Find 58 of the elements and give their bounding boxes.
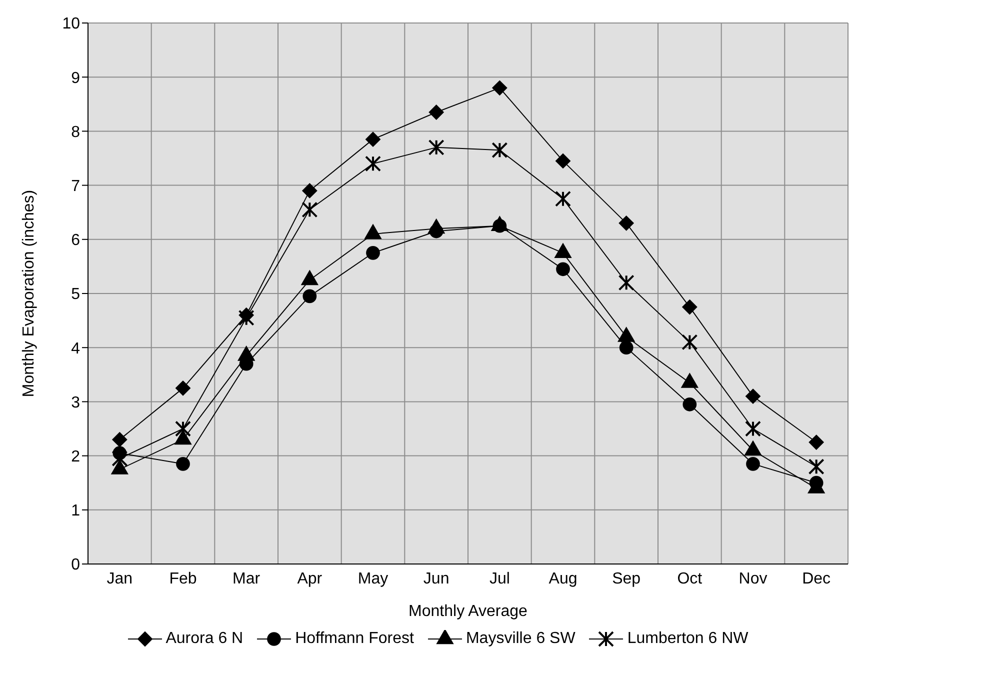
y-tick-label: 8 bbox=[71, 124, 80, 141]
point bbox=[746, 456, 760, 471]
y-tick-label: 5 bbox=[71, 286, 80, 304]
point bbox=[302, 202, 318, 218]
x-tick-label: Aug bbox=[548, 570, 578, 588]
point bbox=[302, 183, 318, 198]
point bbox=[175, 420, 191, 437]
point bbox=[366, 246, 380, 260]
point bbox=[682, 334, 698, 350]
point bbox=[682, 300, 698, 315]
point bbox=[682, 397, 697, 412]
point bbox=[428, 104, 444, 120]
x-tick-label: Mar bbox=[232, 570, 261, 588]
point bbox=[428, 139, 444, 156]
y-tick-label: 9 bbox=[71, 70, 80, 87]
point bbox=[619, 340, 634, 355]
legend-label: Maysville 6 SW bbox=[466, 630, 576, 648]
point bbox=[492, 142, 508, 158]
legend-label: Hoffmann Forest bbox=[295, 630, 414, 648]
point bbox=[112, 432, 128, 448]
point bbox=[745, 420, 761, 437]
point bbox=[238, 310, 254, 326]
y-tick-label: 0 bbox=[71, 556, 80, 574]
legend-label: Lumberton 6 NW bbox=[627, 630, 748, 648]
point bbox=[365, 156, 381, 172]
x-tick-label: Jun bbox=[423, 570, 450, 588]
point bbox=[176, 380, 190, 396]
x-tick-label: Feb bbox=[169, 570, 197, 588]
x-tick-label: Apr bbox=[297, 570, 323, 588]
point bbox=[555, 190, 571, 207]
point bbox=[302, 289, 317, 304]
x-tick-label: Jan bbox=[106, 570, 133, 588]
point bbox=[556, 153, 570, 168]
y-tick-label: 3 bbox=[71, 394, 80, 412]
point bbox=[176, 456, 190, 471]
point bbox=[556, 262, 570, 276]
x-tick-label: Dec bbox=[802, 570, 831, 588]
point bbox=[492, 80, 508, 96]
legend-label: Aurora 6 N bbox=[166, 630, 244, 648]
point bbox=[808, 458, 824, 475]
y-tick-label: 4 bbox=[71, 340, 80, 358]
y-tick-label: 10 bbox=[62, 16, 80, 33]
x-tick-label: Oct bbox=[677, 570, 703, 588]
x-tick-label: Sep bbox=[612, 570, 641, 588]
x-axis-title: Monthly Average bbox=[408, 603, 528, 620]
x-tick-label: Jul bbox=[489, 570, 510, 588]
y-axis-title: Monthly Evaporation (inches) bbox=[20, 190, 38, 398]
point bbox=[746, 388, 760, 404]
point bbox=[808, 434, 824, 450]
point bbox=[618, 274, 634, 291]
y-tick-label: 2 bbox=[71, 448, 80, 466]
point bbox=[366, 132, 380, 147]
x-tick-label: May bbox=[358, 570, 388, 588]
y-tick-label: 1 bbox=[71, 502, 80, 520]
x-tick-label: Nov bbox=[738, 570, 768, 588]
y-tick-label: 7 bbox=[71, 178, 80, 195]
y-tick-label: 6 bbox=[71, 232, 80, 250]
point bbox=[618, 216, 634, 231]
